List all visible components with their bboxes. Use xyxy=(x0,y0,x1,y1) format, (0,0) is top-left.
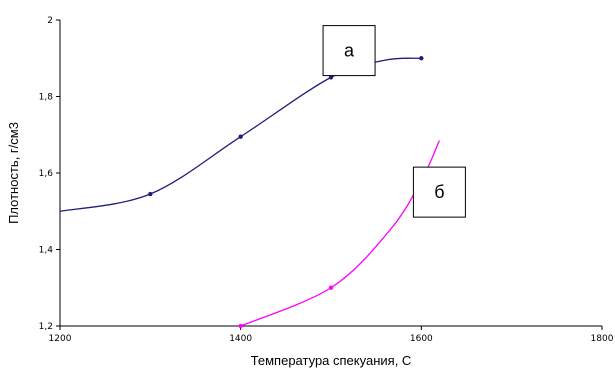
ticks: 1,2 1,4 1,6 1,8 2 1200 1400 1600 1800 xyxy=(39,16,614,344)
series-line xyxy=(59,57,422,212)
y-tick-label: 1,4 xyxy=(39,246,54,256)
y-tick-label: 1,8 xyxy=(39,93,54,103)
x-tick-label: 1800 xyxy=(591,334,614,344)
y-tick-label: 1,6 xyxy=(39,169,54,179)
y-tick-label: 2 xyxy=(47,16,53,26)
x-axis-title: Температура спекуания, С xyxy=(251,353,412,368)
x-tick-label: 1600 xyxy=(410,334,433,344)
series-label-box: б xyxy=(412,166,466,218)
y-tick-label: 1,2 xyxy=(39,322,53,332)
x-tick-label: 1200 xyxy=(49,334,72,344)
label-box xyxy=(322,25,376,77)
x-tick-label: 1400 xyxy=(229,334,252,344)
data-point xyxy=(328,285,334,290)
data-point xyxy=(148,191,153,197)
data-point xyxy=(238,134,243,139)
label-box xyxy=(412,166,466,218)
annotation-layer: аб xyxy=(322,25,466,218)
data-point xyxy=(328,75,334,80)
data-point xyxy=(419,56,424,61)
series-label-text: а xyxy=(344,41,355,61)
series-label-box: а xyxy=(322,25,376,77)
y-axis-title: Плотность, г/см3 xyxy=(6,122,21,224)
series-label-text: б xyxy=(434,182,444,202)
data-point xyxy=(238,323,243,329)
series-1 xyxy=(59,56,424,212)
